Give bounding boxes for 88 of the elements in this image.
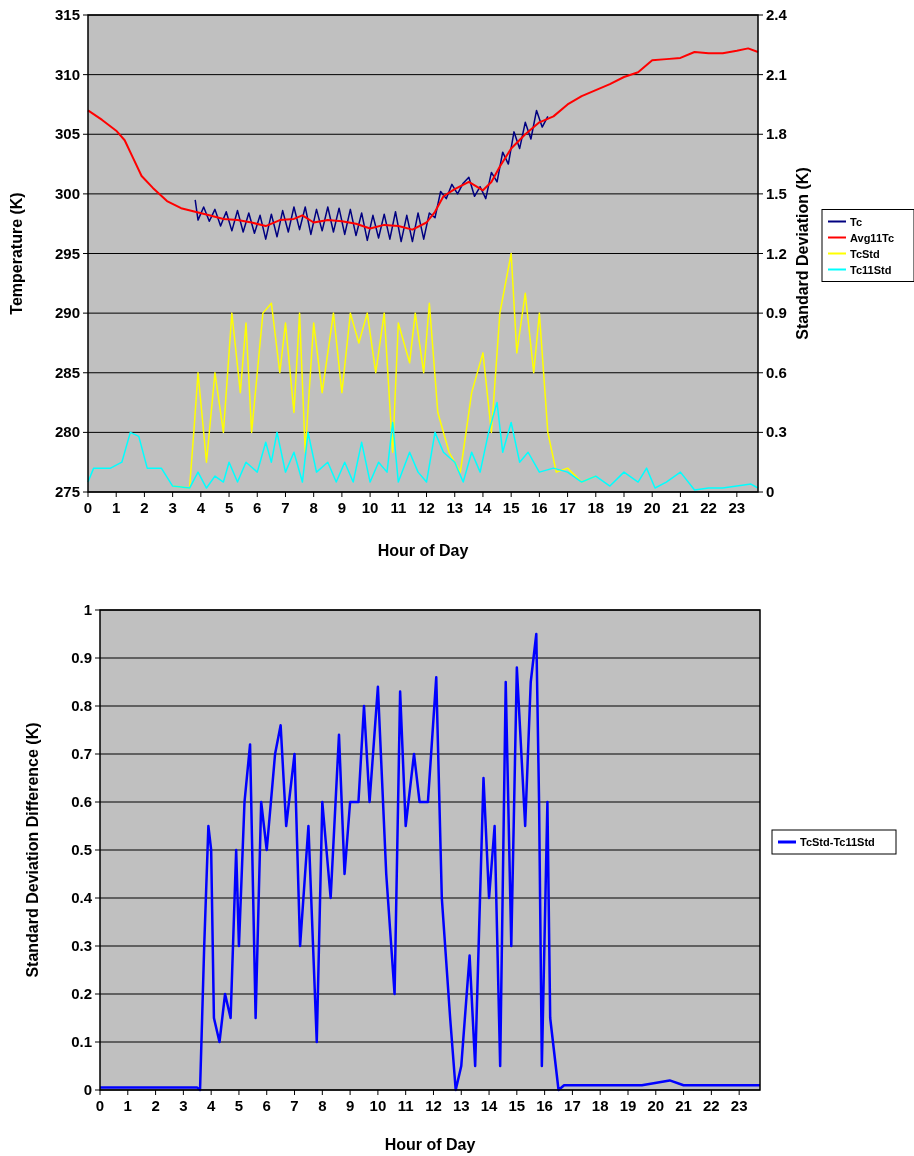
x-axis-title: Hour of Day: [384, 1136, 476, 1153]
x-tick-label: 2: [151, 1097, 160, 1114]
legend-label: TcStd-Tc11Std: [800, 836, 875, 848]
y-tick-label: 0.3: [71, 937, 92, 954]
y-tick-label: 0: [83, 1081, 92, 1098]
x-tick-label: 9: [345, 1097, 355, 1114]
y-tick-label: 0.5: [71, 841, 92, 858]
x-tick-label: 12: [425, 1097, 442, 1114]
y-axis-title: Standard Deviation Difference (K): [24, 722, 41, 978]
x-tick-label: 8: [309, 499, 318, 516]
x-tick-label: 13: [452, 1097, 470, 1114]
legend-label: Tc11Std: [850, 263, 892, 276]
x-tick-label: 7: [281, 499, 290, 516]
x-tick-label: 11: [397, 1097, 414, 1114]
x-tick-label: 16: [531, 499, 548, 516]
x-tick-label: 19: [619, 1097, 637, 1114]
y-tick-label: 275: [54, 483, 80, 500]
x-tick-label: 1: [112, 499, 121, 516]
y-tick-label: 310: [54, 65, 80, 83]
x-tick-label: 6: [253, 499, 262, 516]
x-tick-label: 0: [95, 1097, 105, 1114]
x-tick-label: 20: [647, 1097, 665, 1114]
x-tick-label: 5: [234, 1097, 244, 1114]
x-tick-label: 4: [196, 499, 206, 516]
y-axis-title: Temperature (K): [8, 192, 25, 315]
x-tick-label: 5: [224, 499, 234, 516]
x-tick-label: 18: [591, 1097, 609, 1114]
y-tick-label: 0.4: [71, 889, 93, 906]
x-tick-label: 23: [728, 499, 746, 516]
x-tick-label: 17: [559, 499, 576, 516]
x-tick-label: 9: [337, 499, 347, 516]
y-tick-label: 285: [54, 363, 80, 381]
y2-tick-label: 0: [766, 483, 775, 500]
legend-label: Tc: [850, 215, 863, 228]
x-axis-title: Hour of Day: [377, 542, 469, 559]
x-tick-label: 21: [675, 1097, 692, 1114]
x-tick-label: 3: [179, 1097, 188, 1114]
y2-tick-label: 0.6: [766, 363, 787, 381]
x-tick-label: 14: [480, 1097, 499, 1114]
x-tick-label: 15: [502, 499, 520, 516]
y2-tick-label: 1.8: [766, 125, 787, 143]
x-tick-label: 14: [474, 499, 492, 516]
x-tick-label: 21: [672, 499, 689, 516]
x-tick-label: 23: [730, 1097, 748, 1114]
line-series: [98, 632, 762, 1092]
legend-label: TcStd: [850, 247, 880, 260]
x-tick-label: 13: [446, 499, 464, 516]
y-tick-label: 295: [54, 244, 80, 262]
x-tick-label: 6: [262, 1097, 271, 1114]
y-tick-label: 305: [54, 125, 80, 143]
y-tick-label: 315: [54, 6, 80, 23]
legend-label: Avg11Tc: [850, 231, 895, 244]
x-tick-label: 12: [418, 499, 435, 516]
y2-tick-label: 0.9: [766, 304, 787, 322]
x-tick-label: 10: [369, 1097, 387, 1114]
x-tick-label: 15: [508, 1097, 526, 1114]
y-tick-label: 300: [54, 184, 80, 202]
x-tick-label: 20: [643, 499, 661, 516]
y-tick-label: 1: [83, 601, 92, 618]
y2-axis-title: Standard Deviation (K): [794, 167, 811, 340]
x-tick-label: 19: [615, 499, 633, 516]
x-tick-label: 2: [140, 499, 149, 516]
x-tick-label: 22: [700, 499, 717, 516]
x-tick-label: 17: [564, 1097, 581, 1114]
y2-tick-label: 0.3: [766, 423, 787, 441]
y2-tick-label: 2.4: [766, 6, 788, 23]
y2-tick-label: 2.1: [766, 65, 787, 83]
y-tick-label: 0.1: [71, 1033, 92, 1050]
x-tick-label: 7: [290, 1097, 299, 1114]
y-tick-label: 0.9: [71, 649, 92, 666]
y-tick-label: 0.7: [71, 745, 92, 762]
line-series: [194, 109, 549, 243]
y-tick-label: 0.8: [71, 697, 92, 714]
x-tick-label: 3: [168, 499, 177, 516]
y-tick-label: 0.2: [71, 985, 92, 1002]
x-tick-label: 11: [390, 499, 407, 516]
x-tick-label: 1: [123, 1097, 132, 1114]
y-tick-label: 290: [54, 304, 80, 322]
x-tick-label: 10: [361, 499, 379, 516]
y-tick-label: 0.6: [71, 793, 92, 810]
y-tick-label: 280: [54, 423, 80, 441]
x-tick-label: 4: [206, 1097, 216, 1114]
x-tick-label: 8: [318, 1097, 327, 1114]
x-tick-label: 22: [703, 1097, 720, 1114]
x-tick-label: 18: [587, 499, 605, 516]
y2-tick-label: 1.5: [766, 184, 787, 202]
y2-tick-label: 1.2: [766, 244, 787, 262]
x-tick-label: 16: [536, 1097, 553, 1114]
